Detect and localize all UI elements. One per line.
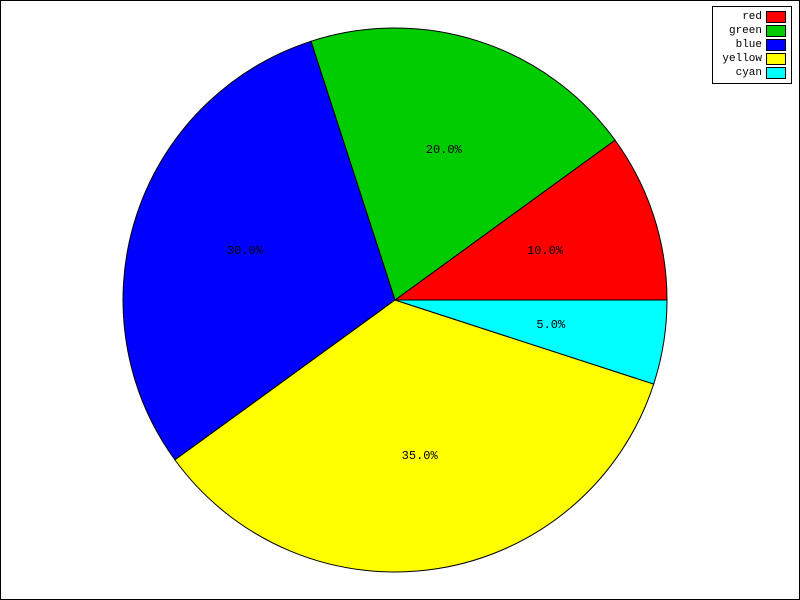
legend-swatch	[766, 25, 786, 37]
slice-label-yellow: 35.0%	[402, 449, 438, 463]
legend: redgreenblueyellowcyan	[712, 6, 792, 84]
legend-label: cyan	[718, 66, 762, 80]
legend-label: yellow	[718, 52, 762, 66]
legend-swatch	[766, 67, 786, 79]
legend-label: green	[718, 24, 762, 38]
legend-label: blue	[718, 38, 762, 52]
slice-label-blue: 30.0%	[227, 244, 263, 258]
legend-item-cyan: cyan	[718, 66, 786, 80]
legend-swatch	[766, 39, 786, 51]
legend-label: red	[718, 10, 762, 24]
legend-item-green: green	[718, 24, 786, 38]
slice-label-cyan: 5.0%	[536, 318, 565, 332]
legend-item-blue: blue	[718, 38, 786, 52]
legend-swatch	[766, 53, 786, 65]
legend-swatch	[766, 11, 786, 23]
slice-label-red: 10.0%	[527, 244, 563, 258]
legend-item-red: red	[718, 10, 786, 24]
pie-chart	[0, 0, 800, 600]
legend-item-yellow: yellow	[718, 52, 786, 66]
slice-label-green: 20.0%	[426, 143, 462, 157]
